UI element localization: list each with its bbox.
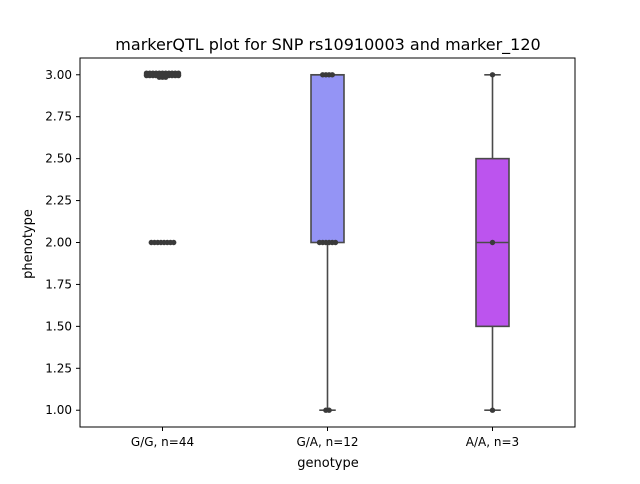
data-point bbox=[175, 70, 182, 76]
data-point bbox=[163, 74, 169, 80]
y-tick-label: 1.25 bbox=[45, 361, 72, 375]
data-point bbox=[489, 407, 496, 413]
y-tick-label: 2.25 bbox=[45, 194, 72, 208]
data-point bbox=[171, 239, 177, 246]
y-tick-label: 3.00 bbox=[45, 68, 72, 82]
data-point bbox=[489, 239, 496, 246]
x-tick-label: A/A, n=3 bbox=[466, 435, 519, 449]
x-tick-label: G/A, n=12 bbox=[296, 435, 358, 449]
x-tick-label: G/G, n=44 bbox=[131, 435, 194, 449]
x-axis-label: genotype bbox=[297, 456, 358, 471]
y-tick-label: 1.00 bbox=[45, 403, 72, 417]
y-tick-label: 2.00 bbox=[45, 236, 72, 250]
data-point bbox=[332, 239, 339, 246]
data-point bbox=[489, 72, 496, 78]
y-tick-label: 2.75 bbox=[45, 110, 72, 124]
y-tick-label: 1.75 bbox=[45, 277, 72, 291]
y-tick-label: 1.50 bbox=[45, 319, 72, 333]
box bbox=[310, 73, 345, 244]
data-point bbox=[326, 407, 332, 413]
y-tick-label: 2.50 bbox=[45, 152, 72, 166]
y-axis-label: phenotype bbox=[21, 209, 36, 279]
chart-title: markerQTL plot for SNP rs10910003 and ma… bbox=[115, 35, 540, 55]
data-point bbox=[329, 72, 335, 78]
